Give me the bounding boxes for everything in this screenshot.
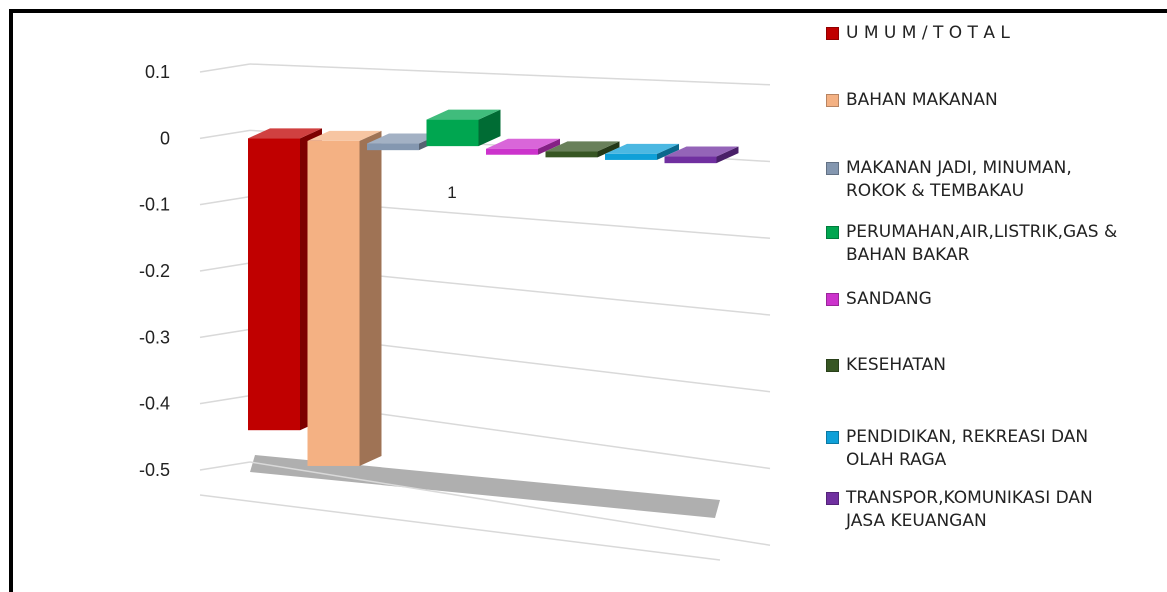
legend-item: PENDIDIKAN, REKREASI DAN OLAH RAGA — [826, 426, 1156, 472]
gridline-left — [199, 63, 251, 73]
bar-top — [545, 141, 620, 152]
bar-5 — [545, 141, 620, 158]
bar-3 — [426, 109, 501, 147]
bar-top — [307, 130, 382, 141]
legend-item: U M U M / T O T A L — [826, 22, 1156, 45]
bar-top — [248, 128, 322, 139]
bar-front — [486, 148, 538, 155]
gridline-left — [199, 129, 251, 140]
legend-swatch — [826, 431, 839, 444]
gridline-left — [199, 394, 251, 405]
x-category-label: 1 — [447, 183, 456, 202]
y-tick-label: 0.1 — [145, 62, 170, 82]
bar-front — [545, 151, 598, 158]
bar-front — [248, 138, 300, 431]
y-tick-label: -0.3 — [139, 327, 170, 347]
floor-shadow — [250, 455, 720, 518]
legend-item: BAHAN MAKANAN — [826, 89, 1156, 112]
legend-label: TRANSPOR,KOMUNIKASI DAN JASA KEUANGAN — [846, 488, 1093, 531]
bar-1 — [307, 130, 382, 466]
gridline-left — [199, 461, 251, 471]
legend-item: MAKANAN JADI, MINUMAN, ROKOK & TEMBAKAU — [826, 157, 1156, 203]
legend-swatch — [826, 226, 839, 239]
floor-edge — [199, 494, 721, 561]
bar-7 — [664, 146, 739, 164]
bar-front — [605, 153, 657, 160]
gridline-left — [199, 262, 251, 272]
y-tick-label: -0.2 — [139, 261, 170, 281]
bar-front — [426, 119, 479, 147]
bar-front — [664, 156, 717, 164]
y-tick-label: -0.5 — [139, 460, 170, 480]
bar-side — [716, 146, 739, 164]
legend-label: U M U M / T O T A L — [846, 23, 1010, 43]
gridline-left — [199, 328, 251, 339]
bar-top — [426, 109, 501, 120]
legend-label: KESEHATAN — [846, 355, 946, 375]
legend-swatch — [826, 162, 839, 175]
bar-side — [597, 141, 620, 158]
gridline — [249, 461, 771, 546]
bar-front — [367, 143, 419, 151]
legend-item: KESEHATAN — [826, 354, 1156, 377]
legend-item: TRANSPOR,KOMUNIKASI DAN JASA KEUANGAN — [826, 487, 1156, 533]
bar-side — [359, 130, 382, 466]
legend-swatch — [826, 94, 839, 107]
bar-side — [657, 143, 679, 160]
legend-swatch — [826, 27, 839, 40]
bar-top — [486, 138, 560, 149]
bar-6 — [605, 143, 679, 160]
bar-side — [538, 138, 560, 155]
legend-label: PERUMAHAN,AIR,LISTRIK,GAS & BAHAN BAKAR — [846, 222, 1118, 265]
legend-swatch — [826, 293, 839, 306]
gridline — [249, 63, 771, 86]
bar-top — [367, 133, 441, 144]
bar-4 — [486, 138, 560, 155]
legend-swatch — [826, 359, 839, 372]
legend-item: PERUMAHAN,AIR,LISTRIK,GAS & BAHAN BAKAR — [826, 221, 1156, 267]
bar-top — [605, 143, 679, 154]
legend-label: SANDANG — [846, 289, 932, 309]
legend-swatch — [826, 492, 839, 505]
legend-label: MAKANAN JADI, MINUMAN, ROKOK & TEMBAKAU — [846, 158, 1072, 201]
y-tick-label: -0.4 — [139, 394, 170, 414]
y-tick-label: 0 — [160, 128, 170, 148]
bar-front — [307, 140, 360, 466]
gridline-left — [199, 195, 251, 206]
y-tick-label: -0.1 — [139, 195, 170, 215]
legend-label: PENDIDIKAN, REKREASI DAN OLAH RAGA — [846, 427, 1089, 470]
legend-label: BAHAN MAKANAN — [846, 90, 998, 110]
bar-side — [478, 109, 501, 147]
bar-top — [664, 146, 739, 157]
legend-item: SANDANG — [826, 288, 1156, 311]
